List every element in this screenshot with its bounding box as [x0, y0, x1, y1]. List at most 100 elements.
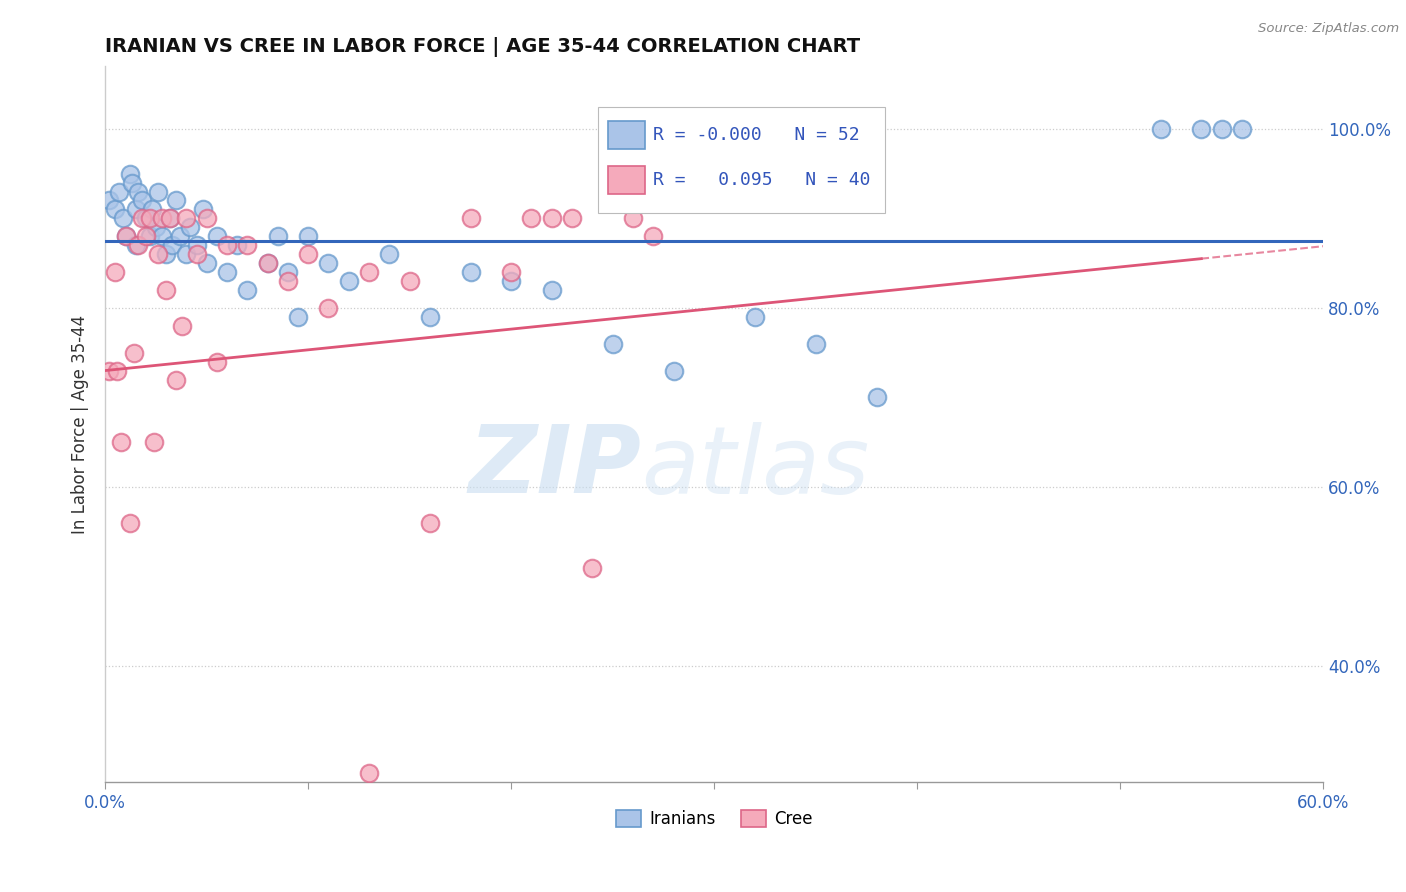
- Point: [135, 211, 157, 226]
- Point: [105, 363, 128, 377]
- Point: [359, 265, 381, 279]
- Point: [124, 202, 146, 217]
- Point: [191, 202, 214, 217]
- Text: ZIP: ZIP: [468, 421, 641, 513]
- Point: [1211, 121, 1233, 136]
- Point: [165, 372, 187, 386]
- Point: [236, 283, 259, 297]
- Point: [176, 211, 198, 226]
- FancyBboxPatch shape: [599, 107, 884, 213]
- Point: [419, 310, 441, 324]
- Point: [172, 318, 194, 333]
- Point: [159, 211, 181, 226]
- Legend: Iranians, Cree: Iranians, Cree: [609, 804, 820, 835]
- Point: [141, 202, 163, 217]
- Text: IRANIAN VS CREE IN LABOR FORCE | AGE 35-44 CORRELATION CHART: IRANIAN VS CREE IN LABOR FORCE | AGE 35-…: [105, 37, 860, 57]
- Point: [318, 301, 340, 315]
- Point: [378, 247, 401, 261]
- Point: [256, 256, 278, 270]
- Point: [146, 185, 169, 199]
- Point: [287, 310, 309, 324]
- Text: R = -0.000   N = 52: R = -0.000 N = 52: [654, 126, 860, 144]
- Point: [142, 435, 165, 450]
- Point: [215, 265, 238, 279]
- Point: [114, 229, 136, 244]
- Text: atlas: atlas: [641, 422, 869, 513]
- Point: [139, 211, 162, 226]
- Point: [186, 247, 208, 261]
- Point: [118, 516, 141, 530]
- Y-axis label: In Labor Force | Age 35-44: In Labor Force | Age 35-44: [72, 315, 89, 533]
- Point: [155, 247, 177, 261]
- Point: [1150, 121, 1173, 136]
- Point: [186, 238, 208, 252]
- Point: [256, 256, 278, 270]
- Point: [581, 560, 603, 574]
- Point: [195, 256, 218, 270]
- Point: [127, 185, 149, 199]
- Point: [146, 247, 169, 261]
- Point: [1189, 121, 1212, 136]
- Bar: [609, 167, 645, 194]
- Text: Source: ZipAtlas.com: Source: ZipAtlas.com: [1258, 22, 1399, 36]
- Point: [277, 265, 299, 279]
- Point: [540, 211, 562, 226]
- Point: [150, 229, 173, 244]
- Point: [112, 211, 135, 226]
- Point: [98, 194, 121, 208]
- Point: [297, 229, 319, 244]
- Point: [662, 363, 685, 377]
- Point: [643, 229, 665, 244]
- Point: [215, 238, 238, 252]
- Point: [1230, 121, 1253, 136]
- Point: [501, 265, 523, 279]
- Point: [160, 238, 183, 252]
- Point: [114, 229, 136, 244]
- Point: [419, 516, 441, 530]
- Point: [520, 211, 543, 226]
- Point: [159, 211, 181, 226]
- Point: [176, 247, 198, 261]
- Point: [205, 354, 228, 368]
- Point: [169, 229, 191, 244]
- Point: [121, 176, 143, 190]
- Point: [236, 238, 259, 252]
- Point: [267, 229, 290, 244]
- Point: [145, 220, 167, 235]
- Point: [804, 336, 827, 351]
- Text: R =   0.095   N = 40: R = 0.095 N = 40: [654, 171, 870, 189]
- Point: [165, 194, 187, 208]
- Point: [104, 202, 127, 217]
- Point: [131, 211, 153, 226]
- Point: [226, 238, 249, 252]
- Point: [104, 265, 127, 279]
- Point: [110, 435, 132, 450]
- Point: [108, 185, 131, 199]
- Point: [277, 274, 299, 288]
- Point: [205, 229, 228, 244]
- Point: [865, 391, 887, 405]
- Point: [460, 211, 482, 226]
- Point: [561, 211, 583, 226]
- Point: [179, 220, 201, 235]
- Point: [460, 265, 482, 279]
- Point: [118, 167, 141, 181]
- Point: [122, 345, 145, 359]
- Bar: [609, 121, 645, 149]
- Point: [195, 211, 218, 226]
- Point: [98, 363, 121, 377]
- Point: [150, 211, 173, 226]
- Point: [540, 283, 562, 297]
- Point: [297, 247, 319, 261]
- Point: [127, 238, 149, 252]
- Point: [744, 310, 766, 324]
- Point: [359, 766, 381, 780]
- Point: [124, 238, 146, 252]
- Point: [602, 336, 624, 351]
- Point: [621, 211, 644, 226]
- Point: [131, 194, 153, 208]
- Point: [155, 283, 177, 297]
- Point: [135, 229, 157, 244]
- Point: [318, 256, 340, 270]
- Point: [139, 229, 162, 244]
